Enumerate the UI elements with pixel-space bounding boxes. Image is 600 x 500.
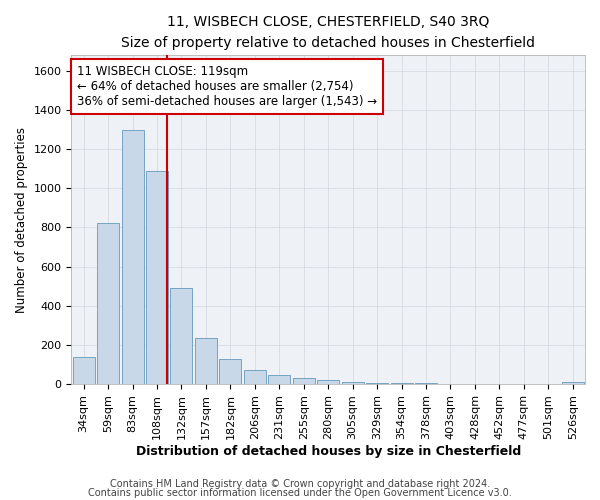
Bar <box>317 380 339 384</box>
Bar <box>73 356 95 384</box>
Bar <box>562 382 584 384</box>
X-axis label: Distribution of detached houses by size in Chesterfield: Distribution of detached houses by size … <box>136 444 521 458</box>
Bar <box>341 382 364 384</box>
Bar <box>366 383 388 384</box>
Bar <box>146 170 168 384</box>
Bar <box>391 383 413 384</box>
Bar <box>97 224 119 384</box>
Text: 11 WISBECH CLOSE: 119sqm
← 64% of detached houses are smaller (2,754)
36% of sem: 11 WISBECH CLOSE: 119sqm ← 64% of detach… <box>77 65 377 108</box>
Bar <box>122 130 143 384</box>
Y-axis label: Number of detached properties: Number of detached properties <box>15 126 28 312</box>
Bar <box>293 378 315 384</box>
Bar <box>415 383 437 384</box>
Bar <box>170 288 193 384</box>
Bar <box>220 358 241 384</box>
Text: Contains public sector information licensed under the Open Government Licence v3: Contains public sector information licen… <box>88 488 512 498</box>
Title: 11, WISBECH CLOSE, CHESTERFIELD, S40 3RQ
Size of property relative to detached h: 11, WISBECH CLOSE, CHESTERFIELD, S40 3RQ… <box>121 15 535 50</box>
Bar <box>244 370 266 384</box>
Text: Contains HM Land Registry data © Crown copyright and database right 2024.: Contains HM Land Registry data © Crown c… <box>110 479 490 489</box>
Bar <box>268 376 290 384</box>
Bar <box>195 338 217 384</box>
